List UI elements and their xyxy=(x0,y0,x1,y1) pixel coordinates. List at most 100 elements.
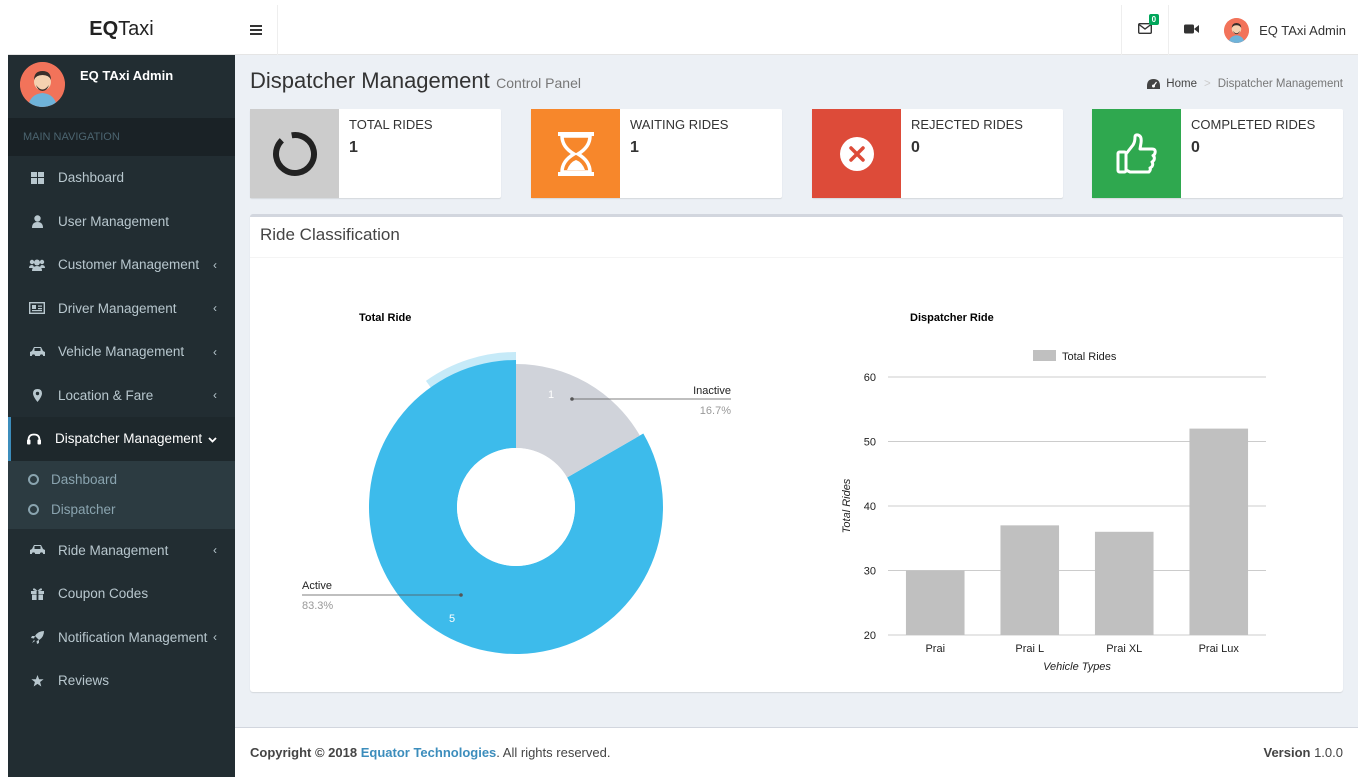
user-menu[interactable]: EQ TAxi Admin xyxy=(1214,5,1358,55)
envelope-icon xyxy=(1138,21,1153,39)
sidebar-item-driver-management[interactable]: Driver Management ‹ xyxy=(8,287,235,331)
sidebar-item-label: Location & Fare xyxy=(58,387,154,403)
bar-prai-xl[interactable] xyxy=(1094,531,1154,635)
breadcrumb-separator: > xyxy=(1203,78,1211,90)
sidebar-item-coupon-codes[interactable]: Coupon Codes xyxy=(8,572,235,616)
pie-slice-inactive[interactable] xyxy=(516,364,640,478)
stat-waiting-rides: WAITING RIDES 1 xyxy=(531,109,782,198)
sidebar-item-location-fare[interactable]: Location & Fare ‹ xyxy=(8,374,235,418)
car-icon xyxy=(28,544,46,556)
spinner-icon xyxy=(272,131,317,176)
user-panel: EQ TAxi Admin xyxy=(8,55,235,118)
stat-label: WAITING RIDES xyxy=(630,117,729,132)
pie-slice-highlight-arc xyxy=(425,352,516,389)
stat-label: REJECTED RIDES xyxy=(911,117,1023,132)
pie-label-inactive: Inactive xyxy=(693,385,731,397)
stat-rejected-rides: REJECTED RIDES 0 xyxy=(812,109,1063,198)
app-window: EQ Taxi EQ TAxi Admin MAIN NAVIGATION Das… xyxy=(8,5,1358,777)
x-axis-title: Vehicle Types xyxy=(1043,661,1111,673)
box-divider xyxy=(250,257,1343,258)
copyright: Copyright © 2018 Equator Technologies. A… xyxy=(250,745,610,760)
bar-prai-l[interactable] xyxy=(1000,525,1060,635)
sidebar-toggle-button[interactable] xyxy=(235,5,278,55)
version: Version 1.0.0 xyxy=(1263,745,1343,760)
footer: Copyright © 2018 Equator Technologies. A… xyxy=(235,727,1358,777)
breadcrumb-home[interactable]: Home xyxy=(1147,78,1197,90)
sidebar-item-vehicle-management[interactable]: Vehicle Management ‹ xyxy=(8,330,235,374)
stat-icon-bg xyxy=(1092,109,1181,198)
stat-value: 1 xyxy=(349,139,358,156)
content-header: Dispatcher Management Control Panel xyxy=(250,68,581,94)
circle-icon xyxy=(28,504,39,515)
legend-label: Total Rides xyxy=(1062,351,1117,363)
sidebar-item-dispatcher-management[interactable]: Dispatcher Management xyxy=(8,417,235,461)
sidebar-item-reviews[interactable]: Reviews xyxy=(8,659,235,703)
pie-chart: 1 5 Inactive 16.7% Active 83.3% xyxy=(302,352,731,654)
sidebar-item-ride-management[interactable]: Ride Management ‹ xyxy=(8,529,235,573)
ride-classification-box: Ride Classification Total Ride 1 5 Inact… xyxy=(250,214,1343,692)
company-link[interactable]: Equator Technologies xyxy=(360,745,497,760)
sidebar-user-name: EQ TAxi Admin xyxy=(80,68,174,83)
y-tick-label: 60 xyxy=(864,372,876,384)
sidebar-item-notification-management[interactable]: Notification Management ‹ xyxy=(8,616,235,660)
chevron-left-icon: ‹ xyxy=(213,630,217,645)
user-icon xyxy=(28,215,46,228)
logo-bold: EQ xyxy=(89,18,119,40)
video-button[interactable] xyxy=(1168,5,1214,55)
navbar-user-name: EQ TAxi Admin xyxy=(1259,22,1346,38)
y-tick-label: 40 xyxy=(864,501,876,513)
app-logo[interactable]: EQ Taxi xyxy=(8,5,235,55)
y-axis-title: Total Rides xyxy=(841,478,853,533)
stat-value: 0 xyxy=(911,139,920,156)
pie-slice-active[interactable] xyxy=(368,360,663,654)
submenu-item-dashboard[interactable]: Dashboard xyxy=(8,465,235,495)
stat-label: TOTAL RIDES xyxy=(349,117,433,132)
stat-value: 1 xyxy=(630,139,639,156)
breadcrumb-current: Dispatcher Management xyxy=(1217,78,1343,90)
users-icon xyxy=(28,259,46,271)
sidebar-item-label: Vehicle Management xyxy=(58,344,185,360)
sidebar-item-label: Coupon Codes xyxy=(58,586,149,602)
chevron-down-icon xyxy=(208,432,217,446)
mail-count-badge: 0 xyxy=(1148,14,1160,25)
sidebar-item-label: Notification Management xyxy=(58,629,208,645)
sidebar-item-label: Reviews xyxy=(58,673,110,689)
version-number: 1.0.0 xyxy=(1314,745,1343,760)
star-icon xyxy=(28,674,46,687)
legend-swatch xyxy=(1033,350,1056,361)
dashboard-gauge-icon xyxy=(1147,79,1161,89)
dashboard-icon xyxy=(28,171,46,184)
top-navbar: 0 EQ TAxi Admin xyxy=(235,5,1358,55)
x-tick-label: Prai xyxy=(925,643,945,655)
stat-value: 0 xyxy=(1191,139,1200,156)
gift-icon xyxy=(28,587,46,601)
stat-completed-rides: COMPLETED RIDES 0 xyxy=(1092,109,1343,198)
circle-icon xyxy=(28,474,39,485)
pie-percent-active: 83.3% xyxy=(302,600,333,612)
times-circle-icon xyxy=(839,136,874,171)
chevron-left-icon: ‹ xyxy=(213,257,217,272)
bar-prai[interactable] xyxy=(905,570,965,636)
rocket-icon xyxy=(28,630,46,644)
messages-button[interactable]: 0 xyxy=(1121,5,1168,55)
sidebar-item-customer-management[interactable]: Customer Management ‹ xyxy=(8,243,235,287)
avatar xyxy=(20,62,65,107)
bar-chart: 20 30 40 50 60 Prai Prai L Prai XL Prai Lux Vehic… xyxy=(841,350,1266,673)
breadcrumb: Home > Dispatcher Management xyxy=(1147,78,1343,90)
submenu-item-dispatcher[interactable]: Dispatcher xyxy=(8,495,235,525)
id-card-icon xyxy=(28,302,46,315)
sidebar-item-label: Ride Management xyxy=(58,542,169,558)
y-tick-label: 20 xyxy=(864,630,876,642)
rights-text: . All rights reserved. xyxy=(496,745,611,760)
thumbs-up-icon xyxy=(1116,132,1157,173)
sidebar-item-label: Customer Management xyxy=(58,257,200,273)
bar-prai-lux[interactable] xyxy=(1189,428,1249,635)
pie-leader-dot-active xyxy=(459,593,463,597)
stat-icon-bg xyxy=(812,109,901,198)
x-tick-label: Prai XL xyxy=(1106,643,1142,655)
page-subtitle: Control Panel xyxy=(496,75,581,91)
dispatcher-submenu: Dashboard Dispatcher xyxy=(8,460,235,529)
pie-hole xyxy=(457,448,575,566)
sidebar-item-user-management[interactable]: User Management xyxy=(8,200,235,244)
sidebar-item-dashboard[interactable]: Dashboard xyxy=(8,156,235,200)
